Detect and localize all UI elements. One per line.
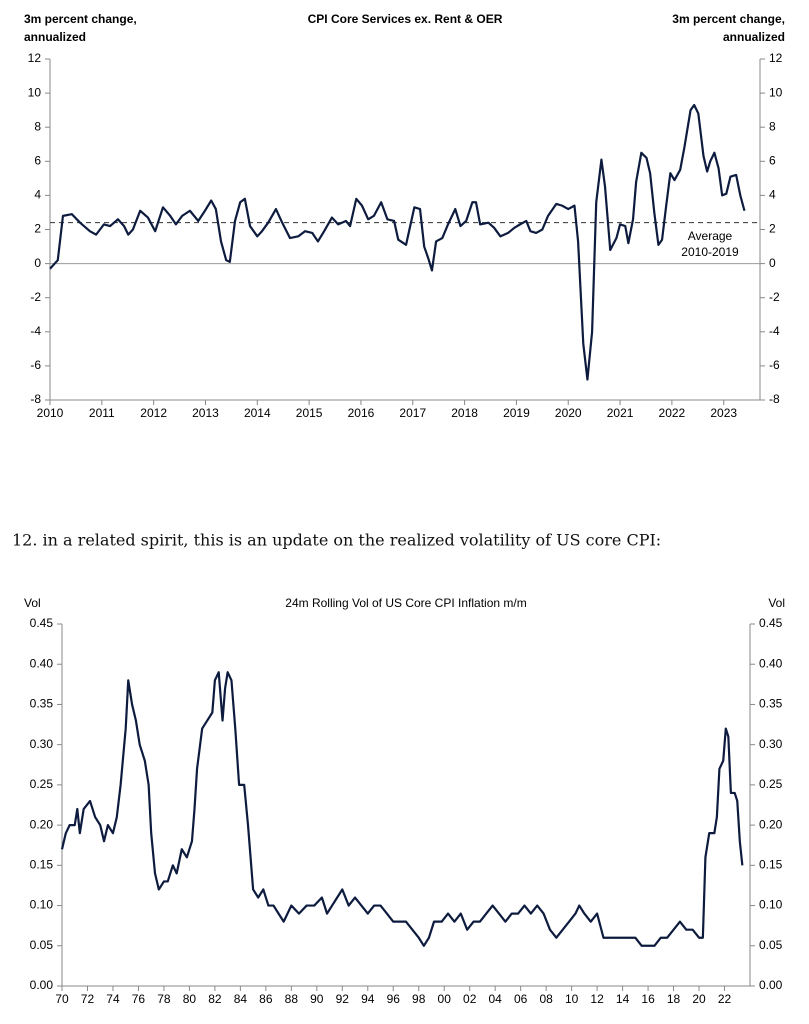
y2-tick-label: 4 [769,188,776,202]
x-tick-label: 2019 [503,406,530,420]
y-tick-label: 0.00 [30,978,54,992]
x-tick-label: 2021 [607,406,634,420]
x-tick-label: 10 [565,992,579,1006]
x-tick-label: 2018 [451,406,478,420]
y-tick-label: 0.35 [30,697,54,711]
x-tick-label: 04 [489,992,503,1006]
y2-tick-label: 0.35 [759,697,783,711]
y-tick-label: 0.40 [30,656,54,670]
y-axis-label: Vol [24,596,41,610]
chart-title: 24m Rolling Vol of US Core CPI Inflation… [285,596,526,610]
paragraph: 12. in a related spirit, this is an upda… [12,531,661,550]
x-tick-label: 2012 [140,406,167,420]
y2-tick-label: 0.10 [759,898,783,912]
y-tick-label: 4 [34,188,41,202]
x-tick-label: 2016 [348,406,375,420]
x-tick-label: 86 [259,992,273,1006]
x-tick-label: 76 [132,992,146,1006]
data-line [49,103,746,381]
x-tick-label: 06 [514,992,528,1006]
y2-tick-label: 0 [769,256,776,270]
y2-axis-label: annualized [723,30,785,44]
y-tick-label: 0.10 [30,898,54,912]
x-tick-label: 16 [641,992,655,1006]
y2-axis-label: 3m percent change, [672,12,785,26]
y2-tick-label: 0.05 [759,938,783,952]
y-tick-label: 0.20 [30,817,54,831]
y2-tick-label: -8 [769,392,780,406]
average-label: 2010-2019 [681,245,739,259]
y2-tick-label: 12 [769,51,783,65]
y-tick-label: -6 [30,358,41,372]
x-tick-label: 00 [438,992,452,1006]
y2-tick-label: 6 [769,153,776,167]
y-tick-label: 6 [34,153,41,167]
x-tick-label: 12 [590,992,604,1006]
y2-tick-label: 2 [769,222,776,236]
y2-tick-label: 0.00 [759,978,783,992]
x-tick-label: 2017 [399,406,426,420]
average-label: Average [688,229,733,243]
y-axis-label: annualized [24,30,86,44]
y-axis-label: 3m percent change, [24,12,137,26]
x-tick-label: 2022 [659,406,686,420]
y2-tick-label: -4 [769,324,780,338]
y2-tick-label: 0.25 [759,777,783,791]
x-tick-label: 2014 [244,406,271,420]
x-tick-label: 96 [387,992,401,1006]
y-tick-label: -2 [30,290,41,304]
x-tick-label: 02 [463,992,477,1006]
y-tick-label: 0.45 [30,616,54,630]
y-tick-label: 0.15 [30,858,54,872]
x-tick-label: 80 [183,992,197,1006]
data-line [60,671,744,947]
x-tick-label: 90 [310,992,324,1006]
x-tick-label: 22 [718,992,732,1006]
y-tick-label: 2 [34,222,41,236]
y2-tick-label: 0.40 [759,656,783,670]
x-tick-label: 88 [285,992,299,1006]
y2-tick-label: 10 [769,85,783,99]
y-tick-label: 10 [28,85,42,99]
x-tick-label: 2010 [37,406,64,420]
y2-tick-label: 8 [769,119,776,133]
x-tick-label: 84 [234,992,248,1006]
x-tick-label: 2023 [710,406,737,420]
y-tick-label: -8 [30,392,41,406]
x-tick-label: 94 [361,992,375,1006]
x-tick-label: 74 [106,992,120,1006]
y2-axis-label: Vol [768,596,785,610]
x-tick-label: 2020 [555,406,582,420]
y2-tick-label: -6 [769,358,780,372]
y-tick-label: 8 [34,119,41,133]
x-tick-label: 2013 [192,406,219,420]
y-tick-label: 0 [34,256,41,270]
y2-tick-label: -2 [769,290,780,304]
x-tick-label: 2011 [89,406,115,420]
y-tick-label: 0.05 [30,938,54,952]
y2-tick-label: 0.45 [759,616,783,630]
x-tick-label: 92 [336,992,350,1006]
y2-tick-label: 0.15 [759,858,783,872]
x-tick-label: 08 [539,992,553,1006]
y2-tick-label: 0.20 [759,817,783,831]
x-tick-label: 14 [616,992,630,1006]
x-tick-label: 20 [692,992,706,1006]
y-tick-label: 12 [28,51,42,65]
x-tick-label: 78 [157,992,171,1006]
y2-tick-label: 0.30 [759,737,783,751]
x-tick-label: 2015 [296,406,323,420]
x-tick-label: 70 [55,992,69,1006]
chart-title: CPI Core Services ex. Rent & OER [308,12,503,26]
x-tick-label: 82 [208,992,222,1006]
y-tick-label: -4 [30,324,41,338]
x-tick-label: 72 [81,992,95,1006]
y-tick-label: 0.30 [30,737,54,751]
x-tick-label: 18 [667,992,681,1006]
x-tick-label: 98 [412,992,426,1006]
y-tick-label: 0.25 [30,777,54,791]
